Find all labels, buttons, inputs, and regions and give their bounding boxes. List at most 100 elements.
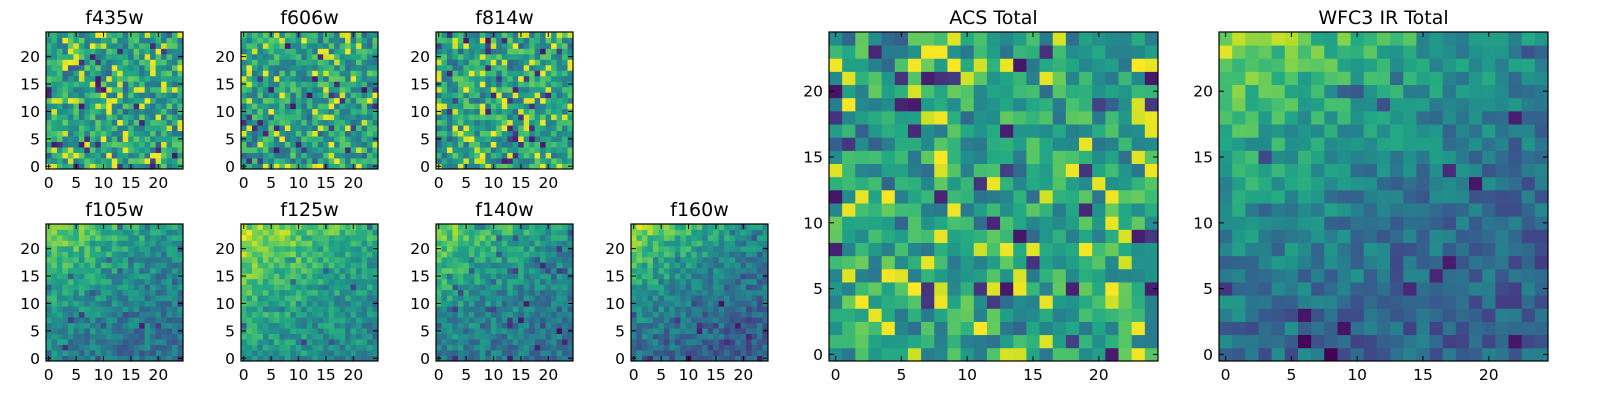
heatmap-cell	[284, 92, 291, 99]
heatmap-cell	[441, 119, 448, 126]
heatmap-cell	[724, 256, 731, 263]
heatmap-cell	[691, 267, 698, 274]
heatmap-cell	[262, 37, 269, 44]
heatmap-cell	[545, 284, 552, 291]
heatmap-cell	[446, 75, 453, 82]
heatmap-cell	[62, 350, 69, 356]
heatmap-cell	[111, 158, 118, 164]
heatmap-cell	[150, 256, 156, 263]
heatmap-cell	[436, 97, 442, 104]
heatmap-cell	[111, 355, 118, 362]
heatmap-cell	[496, 311, 503, 318]
heatmap-cell	[62, 32, 69, 38]
heatmap-cell	[713, 251, 720, 258]
heatmap-cell	[529, 350, 536, 356]
heatmap-cell	[284, 158, 291, 164]
heatmap-cell	[133, 317, 140, 324]
heatmap-cell	[490, 278, 497, 285]
heatmap-cell	[133, 42, 140, 49]
heatmap-cell	[921, 229, 935, 243]
heatmap-cell	[718, 262, 725, 269]
heatmap-cell	[729, 267, 736, 274]
heatmap-cell	[128, 70, 135, 77]
heatmap-cell	[540, 152, 546, 159]
heatmap-cell	[1013, 189, 1027, 204]
heatmap-cell	[328, 75, 335, 82]
heatmap-cell	[729, 273, 736, 280]
heatmap-cell	[150, 306, 156, 313]
heatmap-cell	[161, 339, 167, 345]
heatmap-cell	[729, 339, 736, 345]
heatmap-cell	[507, 75, 514, 82]
heatmap-cell	[468, 86, 475, 93]
heatmap-cell	[317, 267, 324, 274]
heatmap-cell	[441, 273, 448, 280]
heatmap-cell	[339, 59, 346, 66]
heatmap-cell	[301, 355, 308, 362]
heatmap-cell	[150, 42, 156, 49]
heatmap-cell	[67, 350, 74, 356]
heatmap-cell	[463, 322, 470, 329]
heatmap-cell	[246, 86, 253, 93]
heatmap-cell	[490, 289, 497, 296]
heatmap-cell	[842, 282, 856, 296]
heatmap-cell	[934, 282, 948, 296]
heatmap-cell	[658, 273, 665, 280]
heatmap-cell	[986, 242, 1001, 257]
heatmap-cell	[67, 295, 74, 302]
heatmap-cell	[1026, 347, 1040, 362]
heatmap-cell	[367, 339, 373, 345]
heatmap-cell	[551, 158, 557, 164]
heatmap-cell	[713, 339, 720, 345]
heatmap-cell	[367, 53, 373, 60]
heatmap-cell	[128, 234, 135, 241]
heatmap-cell	[485, 59, 492, 66]
heatmap-cell	[485, 262, 492, 269]
heatmap-cell	[663, 224, 670, 230]
heatmap-cell	[62, 103, 69, 110]
heatmap-cell	[496, 251, 503, 258]
heatmap-cell	[735, 256, 741, 263]
heatmap-cell	[881, 295, 896, 309]
heatmap-cell	[641, 317, 648, 324]
heatmap-cell	[702, 311, 709, 318]
heatmap-cell	[1065, 255, 1080, 270]
heatmap-cell	[518, 136, 525, 142]
heatmap-cell	[1079, 321, 1093, 336]
heatmap-cell	[339, 328, 346, 334]
heatmap-cell	[441, 224, 448, 230]
heatmap-cell	[51, 158, 58, 164]
heatmap-cell	[122, 42, 129, 49]
heatmap-cell	[306, 300, 313, 307]
heatmap-cell	[350, 147, 357, 153]
heatmap-cell	[501, 328, 508, 334]
heatmap-cell	[290, 119, 297, 126]
heatmap-cell	[372, 152, 379, 159]
heatmap-cell	[468, 125, 475, 132]
heatmap-cell	[323, 130, 330, 137]
heatmap-cell	[273, 70, 280, 77]
heatmap-cell	[177, 333, 184, 340]
heatmap-cell	[713, 322, 720, 329]
heatmap-cell	[680, 317, 687, 324]
heatmap-cell	[273, 32, 280, 38]
heatmap-cell	[496, 53, 503, 60]
heatmap-cell	[457, 234, 464, 241]
heatmap-cell	[485, 130, 492, 137]
heatmap-cell	[279, 311, 286, 318]
heatmap-cell	[155, 81, 162, 88]
heatmap-cell	[172, 251, 178, 258]
heatmap-cell	[246, 92, 253, 99]
heatmap-cell	[441, 37, 448, 44]
heatmap-cell	[161, 267, 167, 274]
heatmap-cell	[350, 158, 357, 164]
heatmap-cell	[78, 289, 85, 296]
heatmap-cell	[1131, 189, 1146, 204]
heatmap-cell	[529, 75, 536, 82]
heatmap-cell	[463, 300, 470, 307]
heatmap-cell	[361, 136, 368, 142]
heatmap-cell	[507, 289, 514, 296]
heatmap-cell	[290, 256, 297, 263]
heatmap-cell	[306, 86, 313, 93]
heatmap-cell	[339, 97, 346, 104]
